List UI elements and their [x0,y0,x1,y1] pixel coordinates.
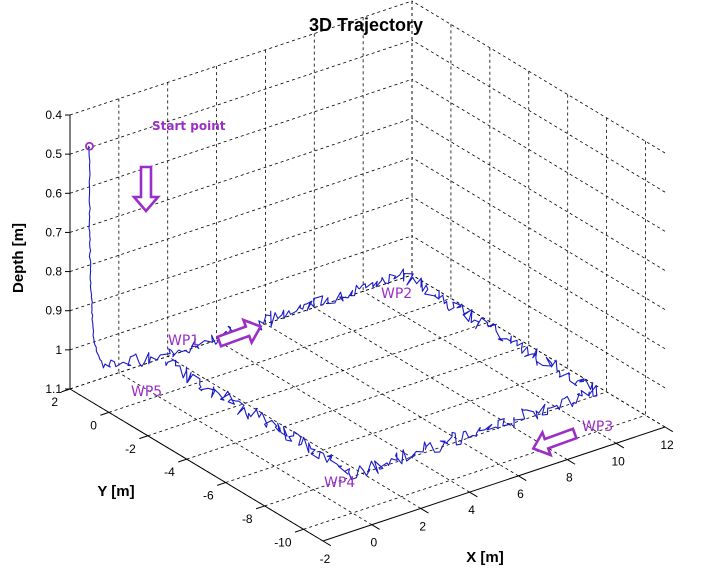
floor-grid-x [118,372,373,526]
x-tick-mark [518,475,527,481]
x-tick-label: 10 [611,454,625,468]
z-tick-label: 0.7 [45,225,62,239]
x-tick-label: 8 [566,471,573,485]
side-wall-grid-z [411,0,666,154]
floor-grid-y [108,298,452,413]
side-wall-grid-z [411,196,666,350]
back-wall-grid-z [69,78,413,194]
chart-title: 3D Trajectory [309,15,423,35]
x-tick-label: 12 [660,438,674,452]
x-tick-label: -2 [320,552,331,566]
floor-grid-y [186,344,529,460]
back-wall-grid-z [69,157,413,272]
floor-grid-x [216,339,470,493]
floor-grid-y [147,321,490,437]
z-tick-label: 1.1 [45,382,62,396]
x-tick-label: 6 [517,487,524,501]
x-tick-label: 4 [468,503,475,517]
wp4-label: WP4 [324,475,355,491]
y-tick-label: -8 [242,512,253,526]
descent-arrow [131,165,161,213]
x-axis-label: X [m] [466,549,504,566]
side-wall-grid-z [411,39,666,193]
floor-grid-x [167,356,421,509]
y-tick-mark [255,505,265,510]
x-tick-mark [420,507,429,514]
z-tick-label: 0.6 [45,186,62,200]
y-tick-label: -2 [125,442,136,456]
y-axis-label: Y [m] [97,483,134,500]
z-axis-label: Depth [m] [10,223,27,293]
side-wall-grid-z [411,157,666,310]
direction-arrow-1 [215,317,263,348]
direction-arrow-2 [531,427,579,458]
x-tick-mark [664,426,674,433]
y-tick-mark [178,458,187,463]
tick-layer: -2 0 2 4 6 8 10 12 2 0 -2 -4 -6 -8 -10 0.4 0.5 0.6 0.7 0.8 0… [45,108,674,566]
wp2-label: WP2 [381,286,412,302]
back-wall-grid-z [69,118,413,233]
floor-grid-y [225,368,568,483]
wp5-label: WP5 [131,384,162,400]
back-wall-grid-z [69,0,413,116]
annotation-layer: Start point WP1 WP2 WP3 WP4 WP5 [85,119,613,491]
x-tick-mark [469,491,478,498]
start-point-marker [85,141,94,151]
wp3-label: WP3 [582,419,613,435]
floor-grid-x [314,307,568,460]
x-tick-mark [371,524,380,530]
side-wall-grid-z [411,235,666,389]
y-tick-label: -10 [274,535,292,549]
y-tick-label: -4 [164,465,175,479]
floor-grid-x [265,323,519,477]
trajectory-layer [88,145,598,481]
floor-grid-x [362,290,617,444]
x-tick-label: 0 [371,536,378,550]
x-tick-label: 2 [419,519,426,533]
wp1-label: WP1 [168,333,199,349]
floor-grid-y [303,414,646,530]
z-tick-label: 0.4 [45,108,62,122]
y-tick-label: 2 [51,395,58,409]
side-wall-grid-z [411,118,666,271]
y-tick-mark [294,528,304,533]
y-tick-mark [139,435,149,440]
z-tick-label: 1 [55,343,62,357]
y-tick-label: -6 [203,489,214,503]
x-axis-line [322,426,666,542]
y-axis-line [69,388,324,542]
z-tick-label: 0.8 [45,265,62,279]
x-tick-mark [322,540,332,547]
back-wall-grid-z [69,39,413,155]
y-tick-label: 0 [90,418,97,432]
grid-layer [61,0,674,547]
start-point-label: Start point [152,119,226,133]
y-tick-mark [100,411,110,416]
back-wall-grid-z [69,235,413,351]
back-wall-grid-z [69,196,413,312]
z-tick-label: 0.9 [45,304,62,318]
x-tick-mark [615,442,625,449]
trajectory-line [88,145,598,481]
x-tick-mark [567,459,576,465]
side-wall-grid-z [411,78,666,232]
floor-grid-y [264,391,607,507]
z-tick-label: 0.5 [45,147,62,161]
y-tick-mark [216,482,226,486]
side-wall-grid-z [411,274,666,428]
